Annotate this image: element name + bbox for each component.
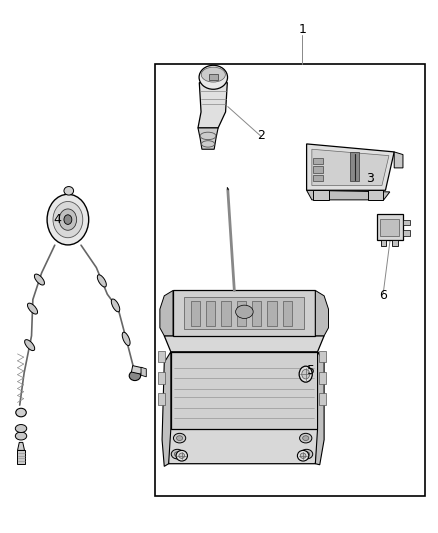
Ellipse shape [297, 450, 309, 461]
Bar [319, 372, 326, 384]
Bar [155, 64, 425, 496]
Ellipse shape [64, 215, 72, 224]
Bar [319, 393, 326, 405]
Ellipse shape [300, 453, 306, 458]
Polygon shape [307, 144, 394, 190]
Bar [377, 214, 403, 240]
Text: 5: 5 [307, 364, 315, 377]
Text: 1: 1 [298, 23, 306, 36]
Ellipse shape [25, 340, 35, 351]
Ellipse shape [15, 424, 27, 433]
Text: 4: 4 [53, 213, 61, 226]
Ellipse shape [300, 433, 312, 443]
Ellipse shape [171, 449, 184, 459]
Ellipse shape [300, 449, 313, 459]
Bar [267, 301, 277, 326]
Polygon shape [307, 190, 390, 200]
Polygon shape [173, 290, 315, 336]
Bar [403, 220, 410, 225]
Polygon shape [198, 83, 227, 128]
Polygon shape [18, 442, 25, 450]
Ellipse shape [129, 371, 141, 381]
Polygon shape [160, 290, 173, 336]
Bar [313, 175, 323, 181]
Ellipse shape [28, 303, 38, 314]
Ellipse shape [15, 432, 27, 440]
Ellipse shape [236, 305, 253, 318]
Bar [319, 351, 326, 362]
Polygon shape [312, 149, 389, 185]
Polygon shape [315, 352, 324, 465]
Polygon shape [313, 190, 328, 200]
Bar [158, 351, 165, 362]
Ellipse shape [201, 67, 225, 82]
Polygon shape [171, 352, 318, 429]
Ellipse shape [299, 366, 312, 382]
Ellipse shape [176, 450, 187, 461]
Ellipse shape [111, 299, 120, 312]
Ellipse shape [122, 332, 130, 345]
Ellipse shape [16, 408, 26, 417]
Ellipse shape [59, 209, 77, 230]
Polygon shape [162, 352, 171, 466]
Ellipse shape [97, 274, 106, 287]
Ellipse shape [177, 436, 183, 440]
Bar [392, 240, 398, 246]
Ellipse shape [304, 452, 310, 456]
Polygon shape [368, 190, 383, 200]
Ellipse shape [53, 201, 83, 238]
Ellipse shape [34, 274, 45, 285]
Bar [283, 301, 292, 326]
Bar [380, 219, 399, 236]
Text: 2: 2 [257, 130, 265, 142]
Ellipse shape [173, 433, 186, 443]
Polygon shape [184, 297, 304, 329]
Bar [237, 301, 246, 326]
Ellipse shape [199, 66, 228, 90]
Polygon shape [164, 336, 324, 352]
Bar [252, 301, 261, 326]
Polygon shape [394, 152, 403, 168]
Bar [17, 450, 25, 464]
Text: 6: 6 [379, 289, 387, 302]
Ellipse shape [174, 452, 180, 456]
Bar [158, 393, 165, 405]
Ellipse shape [64, 187, 74, 195]
Polygon shape [131, 366, 142, 374]
Bar [209, 74, 218, 80]
Ellipse shape [47, 195, 88, 245]
Bar [313, 166, 323, 173]
Text: 3: 3 [366, 172, 374, 185]
Bar [191, 301, 200, 326]
Bar [206, 301, 215, 326]
Ellipse shape [303, 436, 309, 440]
Bar [403, 230, 410, 236]
Bar [381, 240, 386, 246]
Bar [158, 372, 165, 384]
Bar [313, 158, 323, 164]
Bar [221, 301, 231, 326]
Polygon shape [198, 128, 218, 149]
Polygon shape [315, 290, 328, 336]
Polygon shape [164, 429, 320, 464]
Polygon shape [350, 152, 359, 181]
Ellipse shape [179, 453, 184, 458]
Polygon shape [141, 367, 146, 377]
Ellipse shape [302, 369, 310, 379]
